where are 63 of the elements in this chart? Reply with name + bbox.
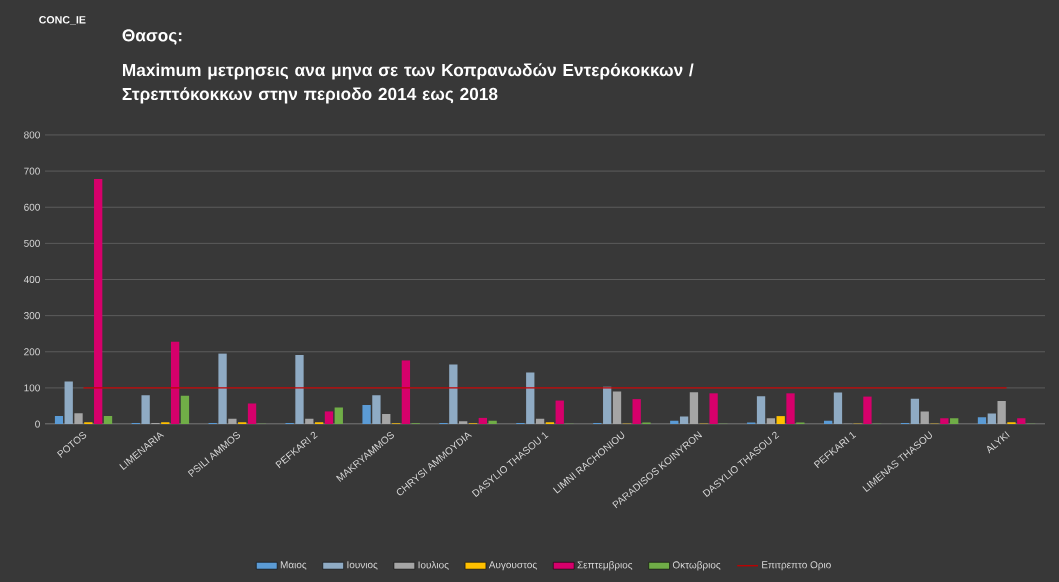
bar: [603, 386, 612, 425]
bar: [478, 417, 487, 425]
legend-label: Οκτωβριος: [672, 561, 721, 571]
bar: [689, 392, 699, 425]
bar: [228, 418, 237, 425]
bar: [401, 360, 411, 425]
y-tick-label: 300: [24, 312, 40, 320]
y-tick-label: 100: [24, 384, 40, 392]
y-tick-label: 500: [24, 239, 40, 247]
y-tick-label: 400: [23, 275, 40, 284]
bar: [910, 398, 920, 425]
bar: [833, 392, 843, 425]
bar: [295, 355, 304, 425]
bar: [334, 407, 343, 425]
legend-label: Ιουνιος: [347, 561, 378, 570]
bar: [218, 353, 227, 425]
bar: [54, 416, 64, 425]
bar: [709, 393, 718, 425]
bar: [786, 393, 795, 425]
legend-label: Σεπτεμβριος: [577, 561, 633, 571]
bar: [180, 395, 190, 425]
bar: [382, 413, 391, 425]
bar: [103, 416, 113, 425]
bar: [920, 411, 929, 425]
bar: [863, 396, 872, 425]
bar: [324, 411, 334, 425]
bar: [372, 395, 381, 425]
bar: [459, 421, 468, 425]
bar: [756, 396, 766, 425]
chart-title: Θασος:: [122, 29, 182, 45]
bar: [987, 413, 996, 425]
y-tick-label: 700: [24, 167, 40, 175]
y-tick-label: 0: [35, 420, 40, 428]
bar: [776, 416, 785, 425]
legend-label: Επιτρεπτο Οριο: [762, 561, 831, 571]
bar: [612, 391, 622, 425]
y-tick-label: 200: [24, 348, 40, 356]
bar: [632, 399, 641, 425]
legend-label: Ιουλιος: [418, 561, 449, 571]
bar: [74, 413, 83, 425]
bar: [766, 418, 776, 425]
bar: [362, 404, 371, 425]
bar: [247, 403, 257, 425]
bar: [1017, 418, 1026, 425]
bar: [141, 395, 150, 425]
bar: [94, 179, 103, 425]
bar: [679, 416, 689, 425]
bar: [940, 418, 949, 425]
bar: [170, 341, 180, 425]
bar: [526, 372, 535, 425]
y-tick-label: 800: [24, 131, 40, 139]
legend-label: Αυγουστος: [488, 561, 537, 571]
text: CONC_IE: [39, 16, 86, 25]
bar: [555, 400, 564, 425]
bar: [488, 420, 497, 425]
legend-label: Μαιος: [280, 561, 307, 570]
bar: [950, 418, 959, 425]
y-tick-label: 600: [24, 203, 40, 211]
bar: [64, 381, 73, 425]
bar: [977, 417, 987, 425]
bar: [449, 364, 458, 425]
chart-subtitle: Maximum μετρησεις ανα μηνα σε των Κοπρανωδών Εντερόκοκκων / Στρεπτόκοκκων στην περιοδο 2014 εως 2018: [122, 63, 694, 104]
bar: [997, 400, 1006, 425]
